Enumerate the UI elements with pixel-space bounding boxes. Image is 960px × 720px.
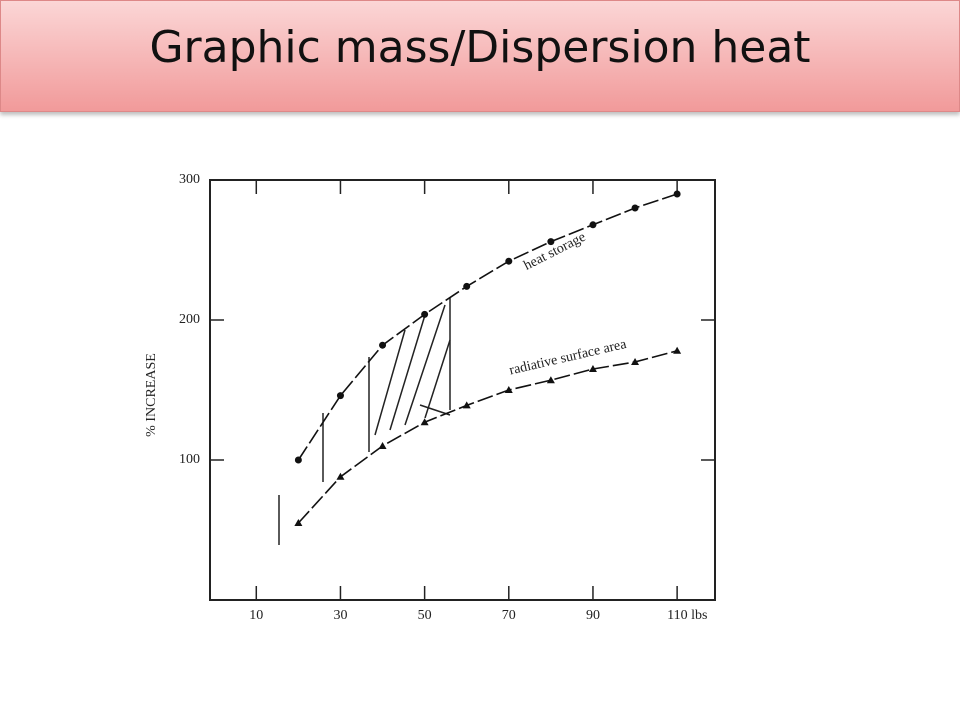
data-point [673,346,682,354]
y-axis-label: % INCREASE [144,353,159,437]
x-tick-label: 90 [586,608,600,623]
x-tick-label: 70 [502,608,516,623]
data-point [673,190,681,198]
x-tick-label: 50 [418,608,432,623]
data-point [462,401,471,409]
series-label: heat storage [522,230,589,274]
hatching [278,297,451,545]
hatch-line [424,339,451,419]
y-tick-label: 200 [179,312,200,327]
data-point [463,282,471,290]
data-point [379,341,387,349]
data-point [420,418,429,426]
data-point [631,358,640,365]
data-point [294,456,302,464]
data-point [505,257,513,265]
x-tick-label: 10 [249,608,263,623]
data-point [336,392,344,400]
hatch-line [374,329,406,436]
data-point [421,310,429,318]
data-point [588,365,597,372]
series-label: radiative surface area [508,337,629,379]
data-point [294,519,303,526]
data-point [546,376,555,384]
hatch-line [404,304,446,426]
title-banner [0,0,960,112]
hatch-line [389,314,426,431]
plot-frame [209,179,716,601]
series-line [297,193,678,461]
y-tick-label: 100 [179,452,200,467]
y-tick-label: 300 [179,172,200,187]
series-line [297,350,678,524]
data-point [336,472,345,480]
data-point [589,221,597,229]
slide-title: Graphic mass/Dispersion heat [149,22,811,73]
data-point [378,442,387,449]
x-tick-label: 110 lbs [667,608,707,623]
data-point [504,386,513,393]
x-tick-label: 30 [333,608,347,623]
data-point [631,204,639,212]
data-point [547,238,555,246]
